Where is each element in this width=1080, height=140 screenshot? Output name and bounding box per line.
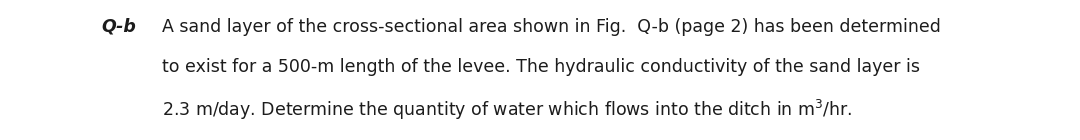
Text: Q-b: Q-b [102,18,136,36]
Text: A sand layer of the cross-sectional area shown in Fig.  Q-b (page 2) has been de: A sand layer of the cross-sectional area… [162,18,941,36]
Text: 2.3 m/day. Determine the quantity of water which flows into the ditch in m$^3$/h: 2.3 m/day. Determine the quantity of wat… [162,98,852,122]
Text: to exist for a 500-m length of the levee. The hydraulic conductivity of the sand: to exist for a 500-m length of the levee… [162,58,920,76]
